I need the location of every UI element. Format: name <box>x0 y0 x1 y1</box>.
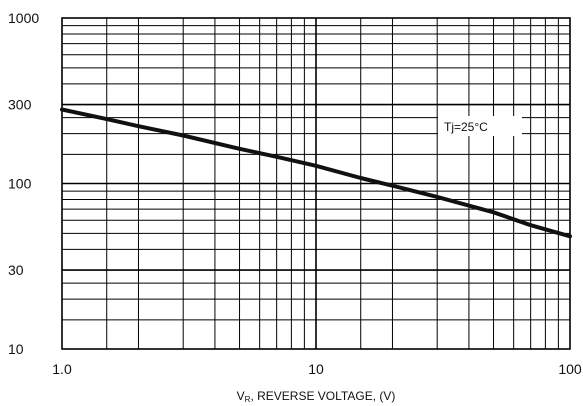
x-tick-label: 10 <box>308 361 324 377</box>
x-tick-label: 1.0 <box>52 361 72 377</box>
y-tick-label: 30 <box>8 262 24 278</box>
grid <box>62 18 570 349</box>
y-tick-label: 10 <box>8 341 24 357</box>
y-tick-label: 300 <box>8 97 32 113</box>
y-tick-label: 100 <box>8 176 32 192</box>
plot-frame <box>61 17 571 350</box>
y-tick-labels: 1000 300 100 30 10 <box>8 10 39 357</box>
series-layer <box>60 107 572 239</box>
series-line <box>60 107 572 239</box>
x-axis-label-subscript: R <box>245 395 251 404</box>
annotation-label: Tj=25°C <box>444 120 488 134</box>
x-axis-label: VR, REVERSE VOLTAGE, (V) <box>237 389 396 404</box>
y-tick-label: 1000 <box>8 10 39 26</box>
annotation-layer: Tj=25°C <box>438 116 522 136</box>
x-axis-label-prefix: V <box>237 389 245 403</box>
x-tick-labels: 1.0 10 100 <box>52 361 582 377</box>
x-tick-label: 100 <box>558 361 582 377</box>
annotation-background <box>438 116 522 136</box>
x-axis-label-rest: , REVERSE VOLTAGE, (V) <box>250 389 395 403</box>
